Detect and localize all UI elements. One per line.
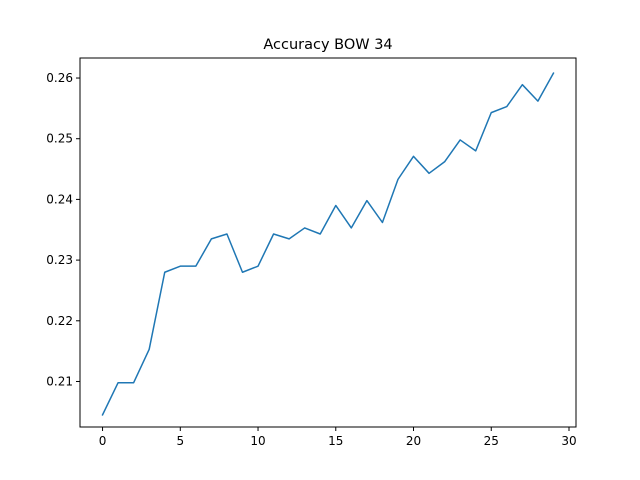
y-tick-label-1: 0.22 bbox=[46, 314, 73, 328]
chart-title: Accuracy BOW 34 bbox=[263, 37, 392, 53]
y-tick-label-0: 0.21 bbox=[46, 374, 73, 388]
y-tick-label-5: 0.26 bbox=[46, 71, 73, 85]
plot-area bbox=[101, 72, 555, 416]
axes-frame bbox=[79, 57, 577, 428]
series-line-0 bbox=[101, 72, 555, 416]
x-tick-label-4: 20 bbox=[406, 434, 421, 448]
x-tick-label-0: 0 bbox=[99, 434, 107, 448]
x-tick-label-1: 5 bbox=[176, 434, 184, 448]
x-axis: 0 5 10 15 20 25 30 bbox=[99, 427, 577, 448]
y-tick-label-3: 0.24 bbox=[46, 192, 73, 206]
y-axis: 0.21 0.22 0.23 0.24 0.25 0.26 bbox=[46, 71, 80, 388]
y-tick-label-4: 0.25 bbox=[46, 132, 73, 146]
y-tick-label-2: 0.23 bbox=[46, 253, 73, 267]
x-tick-label-3: 15 bbox=[328, 434, 343, 448]
x-tick-label-6: 30 bbox=[561, 434, 576, 448]
x-tick-label-5: 25 bbox=[484, 434, 499, 448]
x-tick-label-2: 10 bbox=[250, 434, 265, 448]
